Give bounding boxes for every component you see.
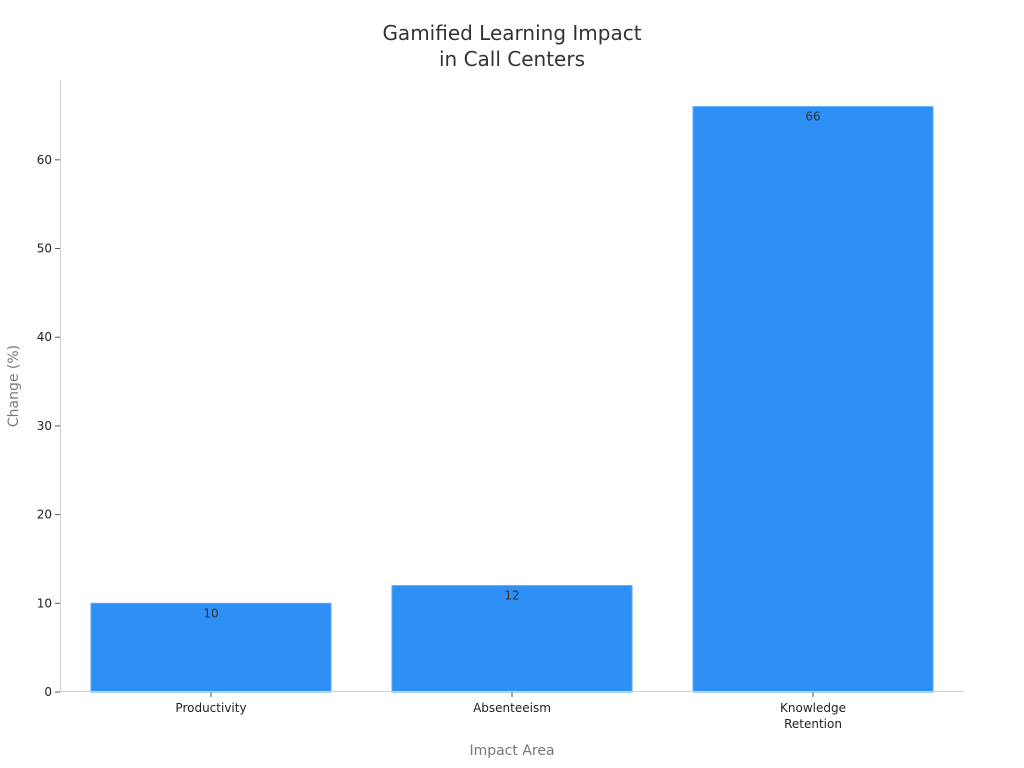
x-tick-label: Retention [784,717,842,731]
x-tick-label: Productivity [175,701,246,715]
bars-group: 10 12 66 [90,106,934,693]
chart-title-line-2: in Call Centers [439,47,585,71]
y-axis-ticks: 0 10 20 30 40 50 60 [37,153,60,699]
y-tick-label: 0 [44,685,52,699]
y-tick-label: 50 [37,242,52,256]
bar [692,106,934,693]
bar [391,585,633,693]
x-axis-ticks: Productivity Absenteeism Knowledge Retentio… [175,692,846,731]
chart-title-line-1: Gamified Learning Impact [382,21,641,45]
y-tick-label: 10 [37,596,52,610]
y-tick-label: 20 [37,508,52,522]
y-tick-label: 30 [37,419,52,433]
bar-value-label: 12 [504,589,519,603]
x-axis-label: Impact Area [469,743,554,759]
x-tick-label: Absenteeism [473,701,551,715]
bar-value-label: 66 [805,110,820,124]
y-axis-label: Change (%) [6,345,22,427]
bar-value-label: 10 [203,606,218,620]
y-tick-label: 60 [37,153,52,167]
y-tick-label: 40 [37,330,52,344]
x-tick-label: Knowledge [780,701,846,715]
